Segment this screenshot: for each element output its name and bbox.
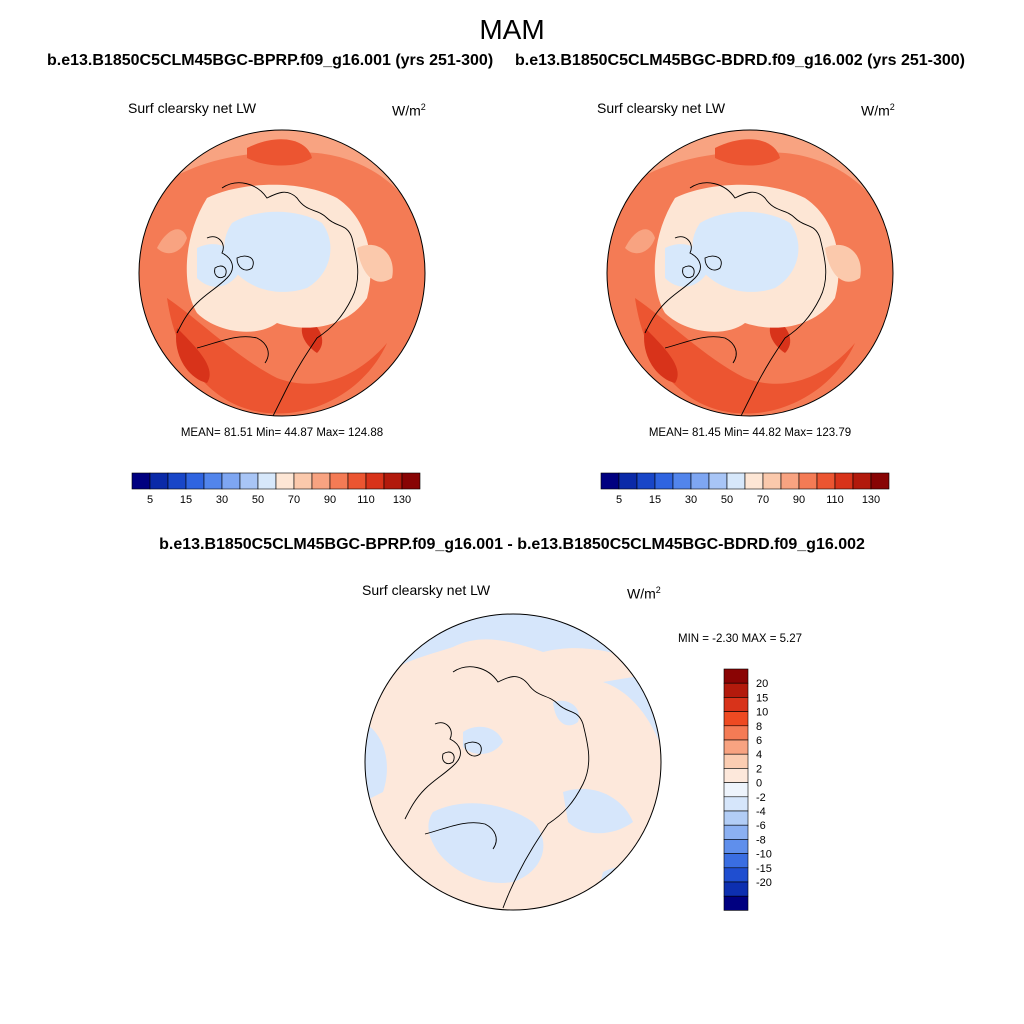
left-colorbar-box	[347, 472, 367, 490]
difference-colorbar-box	[723, 768, 749, 783]
difference-colorbar-box	[723, 796, 749, 812]
left-colorbar-box	[185, 472, 205, 490]
difference-colorbar-tick-label: 20	[756, 678, 768, 690]
difference-colorbar-tick-label: -8	[756, 834, 766, 846]
left-colorbar: 5 15 30 50 70 90 110 130	[131, 472, 421, 506]
right-colorbar-tick-label: 70	[757, 494, 769, 506]
difference-polar-map	[364, 613, 662, 911]
left-colorbar-tick-label: 50	[252, 494, 264, 506]
difference-colorbar-tick-label: -15	[756, 863, 772, 875]
right-colorbar-tick-label: 15	[649, 494, 661, 506]
difference-colorbar-box	[723, 682, 749, 698]
difference-colorbar-tick-label: -2	[756, 792, 766, 804]
difference-colorbar-tick-label: 15	[756, 692, 768, 704]
right-colorbar-box	[870, 472, 890, 490]
right-colorbar-box	[636, 472, 656, 490]
right-units-label: W/m2	[861, 102, 895, 119]
left-colorbar-tick-label: 90	[324, 494, 336, 506]
left-colorbar-box	[383, 472, 403, 490]
difference-colorbar-box	[723, 711, 749, 727]
difference-colorbar-box	[723, 782, 749, 798]
right-colorbar-box	[708, 472, 728, 490]
difference-colorbar-box	[723, 824, 749, 840]
right-colorbar-tick-label: 30	[685, 494, 697, 506]
difference-colorbar-box	[723, 839, 749, 854]
left-colorbar-box	[149, 472, 169, 490]
right-colorbar-box	[816, 472, 836, 490]
difference-colorbar-tick-label: 0	[756, 778, 762, 790]
figure-title: MAM	[479, 14, 545, 45]
difference-colorbar-box	[723, 753, 749, 769]
left-colorbar-box	[131, 472, 151, 490]
difference-colorbar-tick-label: -6	[756, 820, 766, 832]
difference-colorbar-tick-label: 6	[756, 735, 762, 747]
left-colorbar-box	[365, 472, 385, 490]
left-stats: MEAN= 81.51 Min= 44.87 Max= 124.88	[181, 427, 383, 438]
left-colorbar-box	[203, 472, 223, 490]
left-colorbar-tick-label: 5	[147, 494, 153, 506]
difference-colorbar-tick-label: 8	[756, 721, 762, 733]
difference-colorbar-box	[723, 697, 749, 712]
right-colorbar-box	[600, 472, 620, 490]
left-polar-map: MEAN= 81.51 Min= 44.87 Max= 124.88	[138, 129, 426, 438]
diff-variable-label: Surf clearsky net LW	[362, 582, 491, 598]
diff-units-label: W/m2	[627, 585, 661, 602]
left-colorbar-box	[239, 472, 259, 490]
left-colorbar-tick-label: 130	[393, 494, 411, 506]
right-colorbar-box	[852, 472, 872, 490]
left-units-label: W/m2	[392, 102, 426, 119]
difference-colorbar-box	[723, 725, 749, 741]
left-colorbar-box	[221, 472, 241, 490]
left-colorbar-box	[401, 472, 421, 490]
right-colorbar-tick-label: 130	[862, 494, 880, 506]
case1-title: b.e13.B1850C5CLM45BGC-BPRP.f09_g16.001 (…	[47, 52, 494, 69]
difference-colorbar-box	[723, 739, 749, 755]
right-colorbar-box	[798, 472, 818, 490]
difference-colorbar-tick-label: -4	[756, 806, 766, 818]
right-polar-map: MEAN= 81.45 Min= 44.82 Max= 123.79	[606, 129, 894, 438]
difference-colorbar-tick-label: -20	[756, 877, 772, 889]
right-colorbar-tick-label: 5	[616, 494, 622, 506]
right-colorbar-box	[672, 472, 692, 490]
difference-colorbar-tick-label: 2	[756, 763, 762, 775]
case2-title: b.e13.B1850C5CLM45BGC-BDRD.f09_g16.002 (…	[515, 52, 965, 69]
right-colorbar: 5 15 30 50 70 90 110 130	[600, 472, 890, 506]
right-colorbar-box	[726, 472, 746, 490]
difference-colorbar-box	[723, 668, 749, 684]
left-colorbar-box	[167, 472, 187, 490]
right-colorbar-box	[762, 472, 782, 490]
left-colorbar-box	[311, 472, 331, 490]
difference-colorbar-box	[723, 881, 749, 897]
difference-colorbar-box	[723, 895, 749, 911]
difference-title: b.e13.B1850C5CLM45BGC-BPRP.f09_g16.001 -…	[159, 536, 865, 553]
left-variable-label: Surf clearsky net LW	[128, 100, 257, 116]
left-colorbar-box	[257, 472, 277, 490]
right-colorbar-box	[654, 472, 674, 490]
difference-colorbar-tick-label: -10	[756, 849, 772, 861]
right-colorbar-box	[744, 472, 764, 490]
right-colorbar-box	[834, 472, 854, 490]
difference-colorbar-box	[723, 867, 749, 883]
right-colorbar-box	[690, 472, 710, 490]
right-colorbar-tick-label: 90	[793, 494, 805, 506]
right-variable-label: Surf clearsky net LW	[597, 100, 726, 116]
left-colorbar-tick-label: 110	[357, 494, 375, 506]
left-colorbar-box	[293, 472, 313, 490]
right-colorbar-box	[618, 472, 638, 490]
right-colorbar-tick-label: 50	[721, 494, 733, 506]
left-colorbar-tick-label: 70	[288, 494, 300, 506]
difference-colorbar-tick-label: 10	[756, 707, 768, 719]
left-colorbar-tick-label: 30	[216, 494, 228, 506]
right-colorbar-box	[780, 472, 800, 490]
difference-stats: MIN = -2.30 MAX = 5.27	[678, 633, 803, 645]
difference-colorbar-tick-label: 4	[756, 749, 762, 761]
right-stats: MEAN= 81.45 Min= 44.82 Max= 123.79	[649, 427, 851, 438]
left-colorbar-tick-label: 15	[180, 494, 192, 506]
left-colorbar-box	[329, 472, 349, 490]
difference-colorbar-box	[723, 810, 749, 826]
difference-colorbar-box	[723, 853, 749, 869]
left-colorbar-box	[275, 472, 295, 490]
right-colorbar-tick-label: 110	[826, 494, 844, 506]
